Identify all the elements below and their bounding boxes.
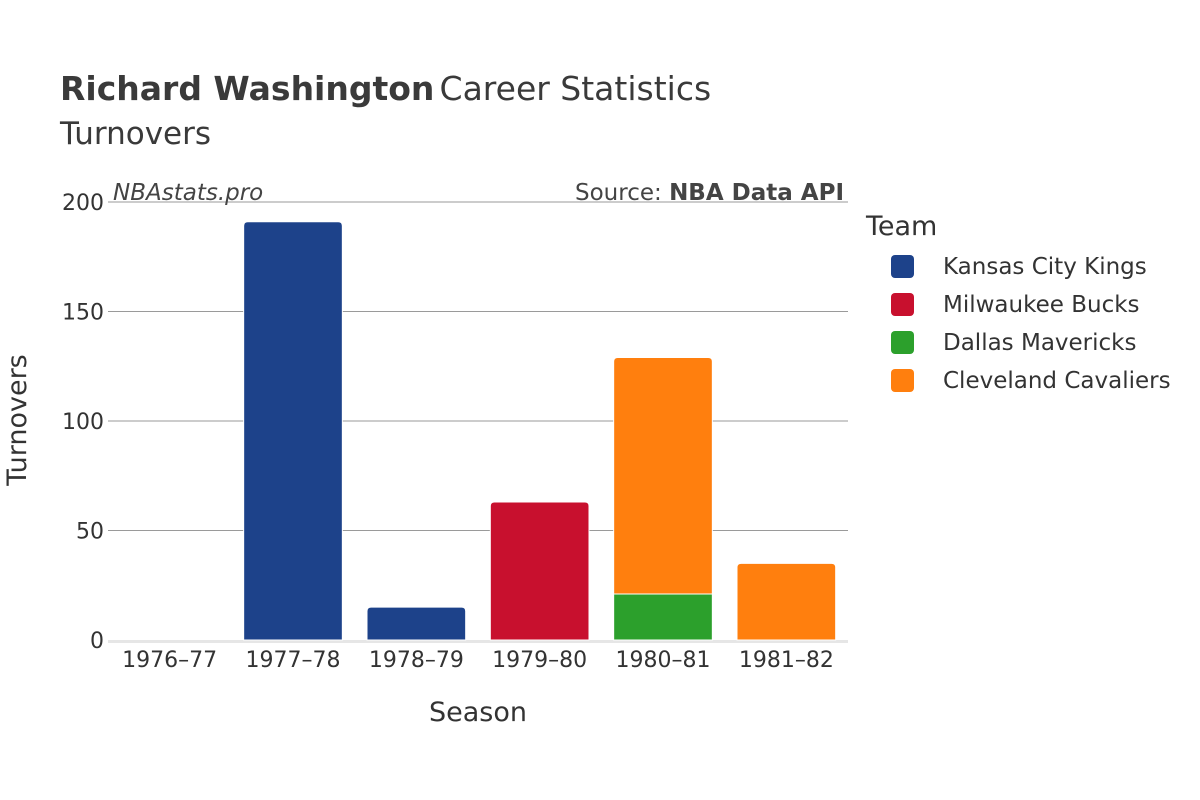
bars (243, 221, 837, 641)
x-tick-label: 1979–80 (492, 648, 587, 673)
gridlines (108, 201, 848, 643)
bar-cleveland-cavaliers (613, 356, 713, 595)
bar-cleveland-cavaliers (736, 562, 837, 641)
legend-title: Team (865, 211, 937, 242)
x-tick-label: 1978–79 (369, 648, 464, 673)
source-text: Source: NBA Data API (575, 180, 844, 206)
x-tick-label: 1977–78 (246, 648, 341, 673)
chart-subtitle: Turnovers (59, 116, 211, 152)
legend-swatch-milwaukee-bucks (891, 293, 914, 316)
x-tick-label: 1981–82 (739, 648, 834, 673)
legend-swatch-dallas-mavericks (891, 331, 914, 354)
legend-swatch-cleveland-cavaliers (891, 369, 914, 392)
y-tick-labels: 0 50 100 150 200 (62, 191, 104, 654)
bar-milwaukee-bucks (489, 501, 590, 641)
y-tick-label: 0 (90, 629, 104, 654)
y-axis-title: Turnovers (2, 354, 33, 487)
y-tick-label: 100 (62, 410, 104, 435)
legend: Kansas City Kings Milwaukee Bucks Dallas M… (891, 254, 1171, 394)
x-tick-label: 1976–77 (122, 648, 217, 673)
bar-dallas-mavericks (613, 593, 713, 641)
y-tick-label: 200 (62, 191, 104, 216)
player-name: Richard Washington (60, 69, 434, 108)
y-tick-label: 50 (76, 520, 104, 545)
legend-swatch-kansas-city-kings (891, 255, 914, 278)
x-tick-label: 1980–81 (616, 648, 711, 673)
source-name: NBA Data API (669, 180, 844, 206)
legend-label-kansas-city-kings: Kansas City Kings (943, 254, 1147, 280)
bar-kansas-city-kings (243, 221, 343, 641)
x-tick-labels: 1976–77 1977–78 1978–79 1979–80 1980–81 1981–… (122, 648, 834, 673)
source-prefix: Source: (575, 180, 669, 206)
legend-label-cleveland-cavaliers: Cleveland Cavaliers (943, 368, 1171, 394)
legend-label-milwaukee-bucks: Milwaukee Bucks (943, 292, 1140, 318)
chart-title: Richard Washington Career Statistics (60, 69, 711, 108)
y-tick-label: 150 (62, 301, 104, 326)
x-axis-title: Season (429, 697, 527, 728)
title-suffix-text: Career Statistics (440, 69, 712, 108)
legend-label-dallas-mavericks: Dallas Mavericks (943, 330, 1136, 356)
bar-kansas-city-kings (366, 606, 467, 641)
watermark: NBAstats.pro (113, 180, 263, 206)
